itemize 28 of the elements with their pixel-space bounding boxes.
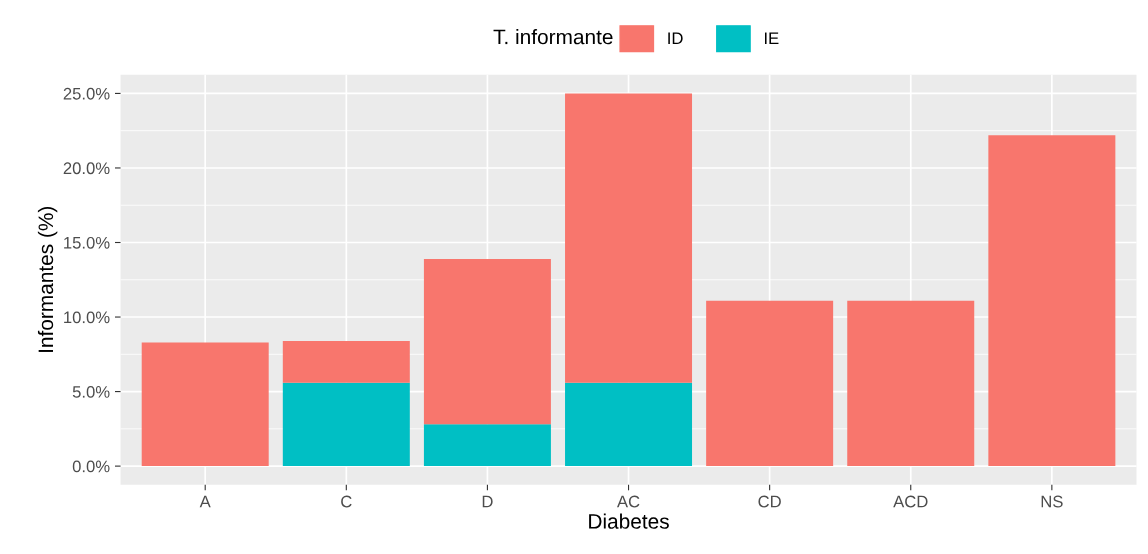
bar: [282, 340, 410, 383]
bar: [565, 93, 693, 383]
bar: [847, 300, 975, 467]
x-tick-label: A: [199, 495, 211, 508]
x-tick-label: AC: [616, 495, 640, 508]
y-tick-label: 5.0%: [72, 385, 110, 398]
y-tick-label: 20.0%: [63, 162, 110, 175]
bar: [988, 135, 1116, 467]
x-tick-label: NS: [1041, 495, 1063, 508]
y-tick-label: 25.0%: [63, 87, 110, 100]
x-axis-title: Diabetes: [589, 513, 669, 529]
y-axis-title: Informantes (%): [37, 206, 58, 352]
y-tick-label: 0.0%: [72, 460, 110, 473]
bar: [565, 382, 693, 467]
bar: [423, 258, 551, 425]
legend-title: T. informante: [493, 29, 613, 45]
x-tick-label: D: [482, 495, 493, 508]
x-tick-label: C: [341, 495, 352, 508]
bar: [706, 300, 834, 467]
y-tick-label: 10.0%: [64, 311, 110, 324]
legend-label: IE: [764, 32, 779, 45]
y-tick-label: 15.0%: [64, 236, 110, 249]
legend-label: ID: [668, 32, 683, 45]
bar: [423, 424, 551, 467]
x-tick-label: ACD: [893, 495, 928, 508]
bar: [282, 382, 410, 467]
bar: [141, 342, 269, 467]
x-tick-label: CD: [758, 495, 781, 508]
